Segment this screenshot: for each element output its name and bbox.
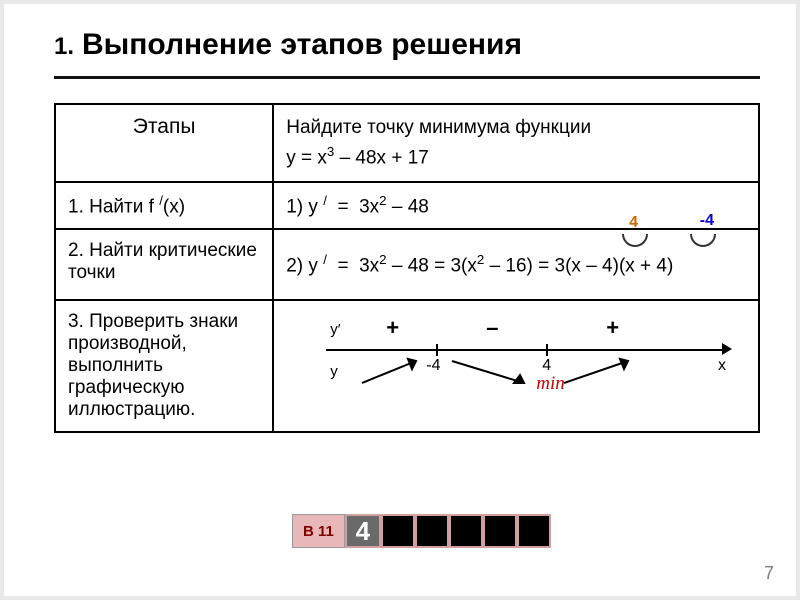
step-left: 2. Найти критические точки [55,229,273,300]
tick [436,344,438,356]
table-row: 1. Найти f /(x) 1) y / = 3x2 – 48 [55,182,759,229]
title-text: Выполнение этапов решения [82,28,522,62]
annot-orange: 4 [629,214,638,232]
problem-formula: у = x3 – 48x + 17 [286,143,746,171]
answer-big-digit: 4 [345,514,381,548]
axis-line [326,349,726,351]
tick [546,344,548,356]
step-left: 1. Найти f /(x) [55,182,273,229]
problem-cell: Найдите точку минимума функции у = x3 – … [273,104,759,182]
title-rule [54,76,760,79]
x-label: x [718,357,726,375]
arc-icon [690,234,716,247]
title-row: 1. Выполнение этапов решения [54,28,760,62]
problem-label: Найдите точку минимума функции [286,115,746,141]
step-left: 3. Проверить знаки производной, выполнит… [55,300,273,432]
page-number: 7 [764,563,774,584]
title-number: 1. [54,33,74,61]
yprime-label: y′ [330,321,340,338]
slide: 1. Выполнение этапов решения Этапы Найди… [0,0,800,600]
steps-table: Этапы Найдите точку минимума функции у =… [54,103,760,433]
step-right: 2) y / = 3x2 – 48 = 3(x2 – 16) = 3(x – 4… [273,229,759,300]
numberline-cell: y′ + – + -4 4 x y min [273,300,759,432]
answer-cell [483,514,517,548]
header-left-label: Этапы [68,115,260,139]
answer-row: В 11 4 [292,514,551,548]
answer-cell [415,514,449,548]
arc-icon [622,234,648,247]
axis-arrow-icon [722,343,732,355]
sign-plus: + [386,315,399,341]
annot-blue: -4 [700,212,714,230]
number-line: y′ + – + -4 4 x y min [286,315,746,405]
answer-cell [449,514,483,548]
table-row: 3. Проверить знаки производной, выполнит… [55,300,759,432]
answer-cell [517,514,551,548]
table-row: Этапы Найдите точку минимума функции у =… [55,104,759,182]
answer-label: В 11 [292,514,345,548]
sign-plus: + [606,315,619,341]
arrow-down-icon [446,355,536,389]
arrow-up-icon [358,355,428,389]
sign-minus: – [486,315,498,341]
step-right: 1) y / = 3x2 – 48 [273,182,759,229]
table-row: 2. Найти критические точки 2) y / = 3x2 … [55,229,759,300]
arrow-up-icon [560,355,640,389]
answer-cell [381,514,415,548]
y-label: y [330,363,338,380]
tick-label: -4 [426,357,440,375]
header-left: Этапы [55,104,273,182]
